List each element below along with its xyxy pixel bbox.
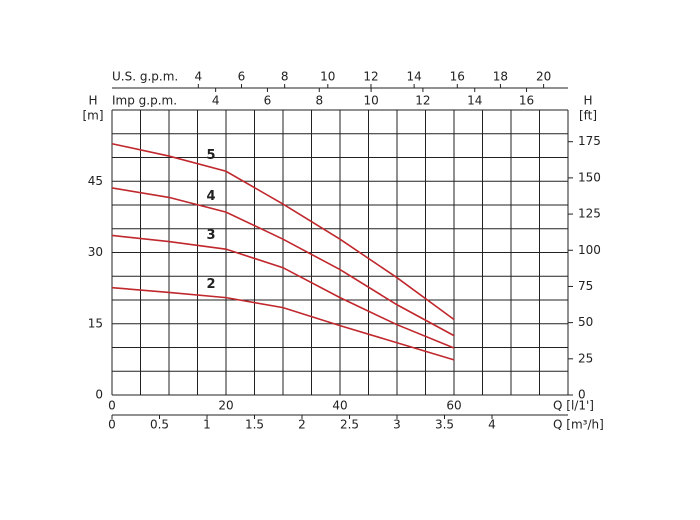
y2-tick-label: 100 <box>578 243 601 257</box>
axis-tick-label: 16 <box>450 70 465 84</box>
axis-tick-label: 10 <box>363 94 378 108</box>
axis-tick-label: 6 <box>238 70 246 84</box>
axis-tick-label: 3 <box>393 418 401 432</box>
axis-tick-label: 4 <box>212 94 220 108</box>
y-tick-label: 0 <box>95 388 103 402</box>
axis-tick-label: 12 <box>363 70 378 84</box>
axis-tick-label: 4 <box>488 418 496 432</box>
curve <box>111 286 455 361</box>
axis-tick-label: 14 <box>406 70 421 84</box>
y-tick-label: 45 <box>88 174 103 188</box>
curve-label: 5 <box>206 148 215 163</box>
y-tick-label: 30 <box>88 245 103 259</box>
x-tick-label: 60 <box>446 399 461 413</box>
axis-tick-label: 18 <box>493 70 508 84</box>
x-axis-label: Q [l/1'] <box>553 399 594 413</box>
x-tick-label: 40 <box>332 399 347 413</box>
y2-tick-label: 150 <box>578 170 601 184</box>
y2-tick-label: 25 <box>578 351 593 365</box>
axis-label: Imp g.p.m. <box>112 94 177 108</box>
curve-label: 2 <box>206 277 215 292</box>
axis-tick-label: 14 <box>467 94 482 108</box>
y-axis-label: H <box>88 94 97 108</box>
axis-label: Q [m³/h] <box>553 418 604 432</box>
y-tick-label: 15 <box>88 316 103 330</box>
x-tick-label: 20 <box>218 399 233 413</box>
y2-tick-label: 125 <box>578 207 601 221</box>
axis-tick-label: 16 <box>519 94 534 108</box>
axis-tick-label: 6 <box>264 94 272 108</box>
y2-tick-label: 175 <box>578 134 601 148</box>
y2-tick-label: 75 <box>578 279 593 293</box>
curve-label: 3 <box>206 228 215 243</box>
y2-tick-label: 0 <box>578 388 586 402</box>
curve <box>111 142 455 321</box>
axis-tick-label: 1 <box>203 418 211 432</box>
axis-tick-label: 2 <box>298 418 306 432</box>
axis-label: U.S. g.p.m. <box>112 70 178 84</box>
axis-tick-label: 0 <box>108 418 116 432</box>
axis-tick-label: 8 <box>281 70 289 84</box>
axis-tick-label: 12 <box>415 94 430 108</box>
axis-tick-label: 8 <box>315 94 323 108</box>
y2-tick-label: 50 <box>578 315 593 329</box>
axis-tick-label: 0.5 <box>150 418 169 432</box>
axis-tick-label: 20 <box>536 70 551 84</box>
axis-tick-label: 10 <box>320 70 335 84</box>
y-axis-unit: [m] <box>82 109 103 123</box>
curve-label: 4 <box>206 189 215 204</box>
axis-tick-label: 4 <box>195 70 203 84</box>
curve <box>111 187 455 337</box>
y2-axis-label: H <box>583 94 592 108</box>
y2-axis-unit: [ft] <box>579 109 597 123</box>
x-tick-label: 0 <box>108 399 116 413</box>
axis-tick-label: 1.5 <box>245 418 264 432</box>
curve <box>111 234 455 349</box>
axis-tick-label: 2.5 <box>340 418 359 432</box>
axis-tick-label: 3.5 <box>435 418 454 432</box>
